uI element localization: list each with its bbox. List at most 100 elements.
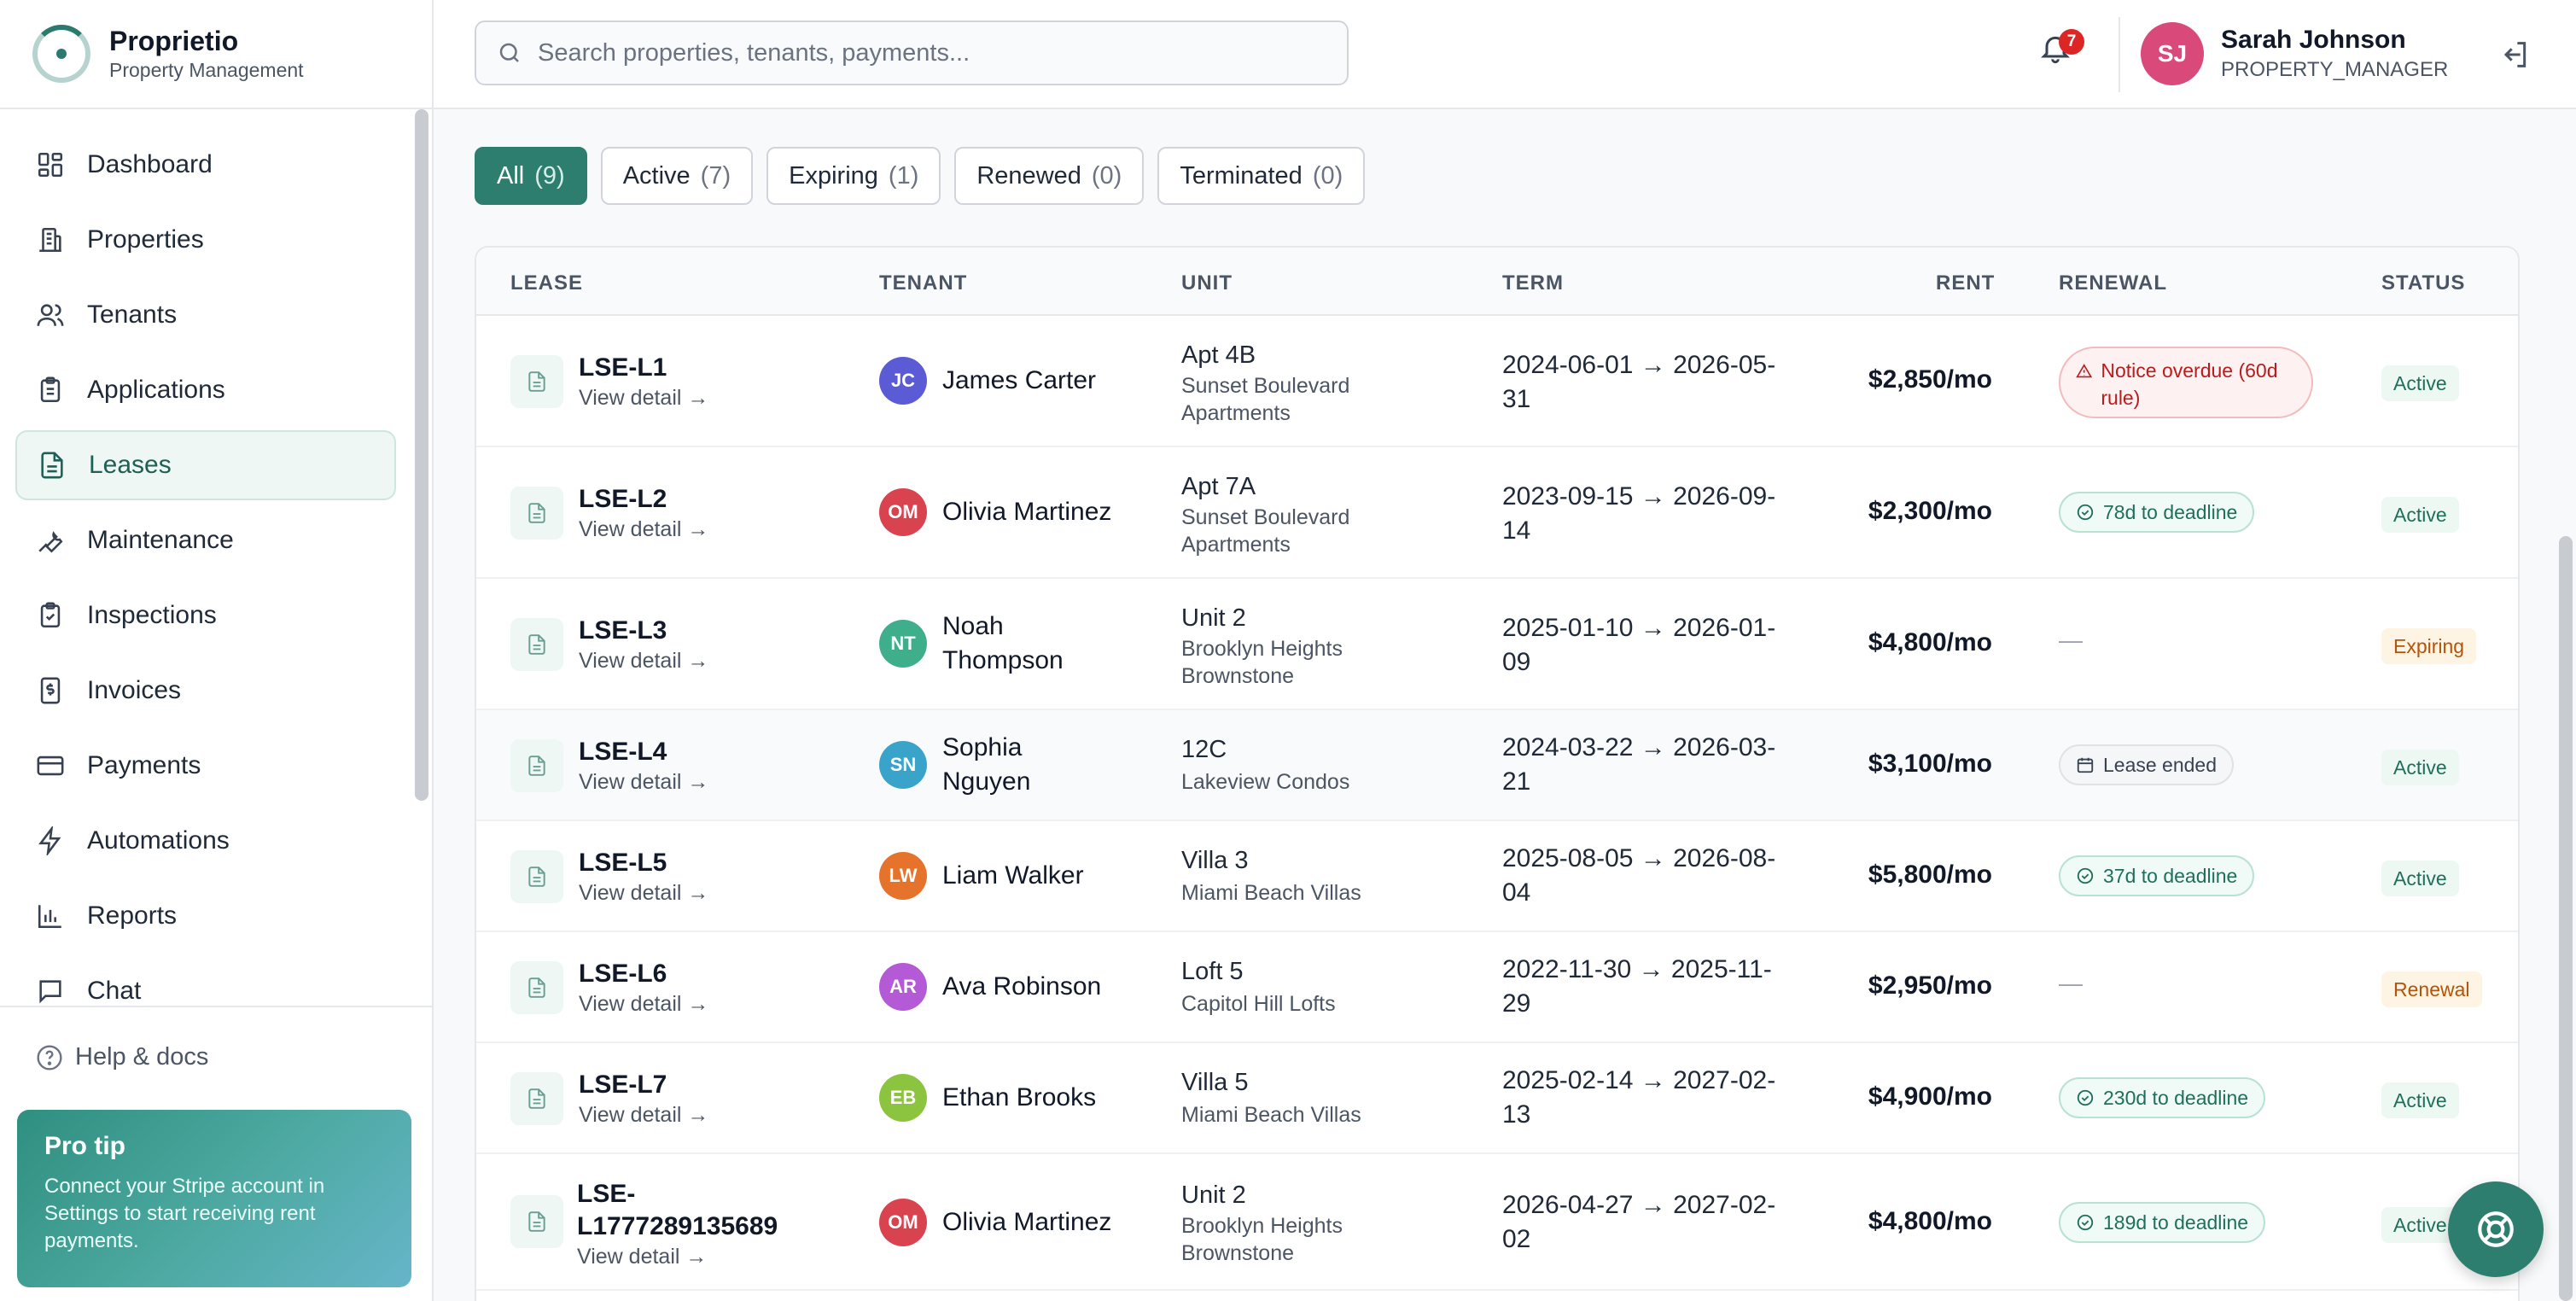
renewal-badge: 37d to deadline [2059, 855, 2255, 896]
view-detail-link[interactable]: View detail → [577, 1245, 708, 1269]
tab-terminated[interactable]: Terminated (0) [1157, 147, 1366, 205]
document-icon [510, 850, 563, 903]
unit-name: Apt 7A [1181, 473, 1256, 500]
leases-table: LEASE TENANT UNIT TERM RENT RENEWAL STAT… [475, 246, 2520, 1301]
tab-label: Terminated [1180, 161, 1303, 190]
clipboard-check-icon [36, 601, 65, 630]
table-row[interactable]: LSE-L4 View detail → SN Sophia Nguyen 12… [476, 710, 2518, 821]
renewal-empty: — [2059, 627, 2083, 653]
lease-term: 2024-06-01 → 2026-05-31 [1502, 351, 1776, 413]
check-circle-icon [2077, 867, 2094, 884]
table-row[interactable]: LSE-L1 View detail → JC James Carter Apt… [476, 316, 2518, 447]
property-name: Miami Beach Villas [1181, 881, 1361, 905]
search-box[interactable] [475, 20, 1349, 85]
rent-amount: $2,300/mo [1868, 497, 1992, 525]
tenant-avatar: LW [879, 852, 927, 900]
column-header-tenant[interactable]: TENANT [879, 271, 968, 295]
sidebar-item-payments[interactable]: Payments [15, 731, 396, 801]
sidebar-item-reports[interactable]: Reports [15, 881, 396, 951]
view-detail-link[interactable]: View detail → [579, 649, 709, 673]
tab-count: (0) [1091, 161, 1122, 190]
unit-name: Loft 5 [1181, 958, 1244, 985]
search-icon [499, 43, 519, 62]
sidebar-item-dashboard[interactable]: Dashboard [15, 130, 396, 200]
lease-id: LSE-L1 [579, 353, 667, 382]
table-row[interactable]: LSE-L7 View detail → EB Ethan Brooks Vil… [476, 1043, 2518, 1154]
tab-active[interactable]: Active (7) [600, 147, 754, 205]
status-badge: Active [2381, 861, 2459, 896]
user-avatar[interactable]: SJ [2141, 22, 2204, 85]
lease-filter-tabs: All (9) Active (7) Expiring (1) Renewed (0) … [475, 147, 1378, 205]
tab-expiring[interactable]: Expiring (1) [766, 147, 941, 205]
view-detail-link[interactable]: View detail → [579, 1103, 709, 1127]
column-header-unit[interactable]: UNIT [1181, 271, 1233, 295]
view-detail-link[interactable]: View detail → [579, 992, 709, 1016]
tab-all[interactable]: All (9) [475, 147, 587, 205]
clipboard-icon [36, 376, 65, 405]
main-scrollbar[interactable] [2559, 536, 2573, 1301]
table-row[interactable]: LSE-L5 View detail → LW Liam Walker Vill… [476, 821, 2518, 932]
table-row[interactable]: LSE-L1777289135689 View detail → OM Oliv… [476, 1154, 2518, 1291]
rent-amount: $2,950/mo [1868, 971, 1992, 1000]
sidebar-item-tenants[interactable]: Tenants [15, 280, 396, 350]
status-badge: Active [2381, 750, 2459, 785]
support-fab-button[interactable] [2448, 1181, 2544, 1277]
renewal-text: 37d to deadline [2103, 864, 2238, 887]
rent-amount: $4,900/mo [1868, 1082, 1992, 1111]
sidebar-item-applications[interactable]: Applications [15, 355, 396, 425]
view-detail-link[interactable]: View detail → [579, 881, 709, 905]
tab-count: (0) [1312, 161, 1343, 190]
document-icon [510, 487, 563, 540]
brand[interactable]: Proprietio Property Management [0, 0, 432, 109]
lease-term: 2023-09-15 → 2026-09-14 [1502, 482, 1776, 545]
help-docs-link[interactable]: Help & docs [36, 1043, 208, 1071]
property-name: Sunset Boulevard Apartments [1181, 505, 1350, 557]
table-row[interactable]: LSE-L2 View detail → OM Olivia Martinez … [476, 447, 2518, 579]
check-circle-icon [2077, 1089, 2094, 1106]
search-input[interactable] [538, 38, 1306, 67]
tenant-avatar: EB [879, 1074, 927, 1122]
sidebar: Proprietio Property Management Dashboard… [0, 0, 434, 1301]
view-detail-link[interactable]: View detail → [579, 386, 709, 410]
notifications-button[interactable]: 7 [2038, 29, 2086, 79]
sidebar-item-maintenance[interactable]: Maintenance [15, 505, 396, 575]
sidebar-item-automations[interactable]: Automations [15, 806, 396, 876]
sidebar-item-leases[interactable]: Leases [15, 430, 396, 500]
sidebar-item-label: Dashboard [87, 150, 213, 178]
pro-tip-card: Pro tip Connect your Stripe account in S… [17, 1110, 411, 1287]
status-badge: Expiring [2381, 628, 2477, 664]
bar-chart-icon [36, 901, 65, 931]
lease-id: LSE-L7 [579, 1071, 667, 1099]
column-header-renewal[interactable]: RENEWAL [2059, 271, 2167, 295]
lease-id: LSE-L3 [579, 616, 667, 645]
sidebar-item-label: Automations [87, 826, 230, 855]
table-row[interactable]: LSE-L6 View detail → AR Ava Robinson Lof… [476, 932, 2518, 1043]
notification-badge: 7 [2059, 29, 2084, 55]
help-circle-icon [37, 1044, 62, 1071]
view-detail-link[interactable]: View detail → [579, 770, 709, 794]
table-row[interactable]: LSE-L3 View detail → NT Noah Thompson Un… [476, 579, 2518, 710]
lease-term: 2025-02-14 → 2027-02-13 [1502, 1066, 1776, 1129]
column-header-lease[interactable]: LEASE [510, 271, 584, 295]
logout-icon[interactable] [2497, 38, 2532, 72]
document-icon [510, 961, 563, 1014]
chat-icon [36, 977, 65, 1006]
invoice-dollar-icon [36, 676, 65, 705]
tab-renewed[interactable]: Renewed (0) [954, 147, 1145, 205]
sidebar-item-inspections[interactable]: Inspections [15, 580, 396, 650]
unit-name: Villa 5 [1181, 1069, 1249, 1096]
column-header-status[interactable]: STATUS [2381, 271, 2466, 295]
sidebar-item-label: Maintenance [87, 526, 234, 554]
document-icon [38, 451, 67, 480]
column-header-rent[interactable]: RENT [1936, 271, 1996, 295]
sidebar-scrollbar[interactable] [415, 109, 428, 801]
wrench-icon [36, 526, 65, 555]
sidebar-item-properties[interactable]: Properties [15, 205, 396, 275]
sidebar-item-chat[interactable]: Chat [15, 956, 396, 1026]
lightning-icon [36, 826, 65, 855]
lease-term: 2022-11-30 → 2025-11-29 [1502, 955, 1772, 1018]
view-detail-link[interactable]: View detail → [579, 517, 709, 541]
tab-count: (9) [534, 161, 565, 190]
sidebar-item-invoices[interactable]: Invoices [15, 656, 396, 726]
column-header-term[interactable]: TERM [1502, 271, 1564, 295]
